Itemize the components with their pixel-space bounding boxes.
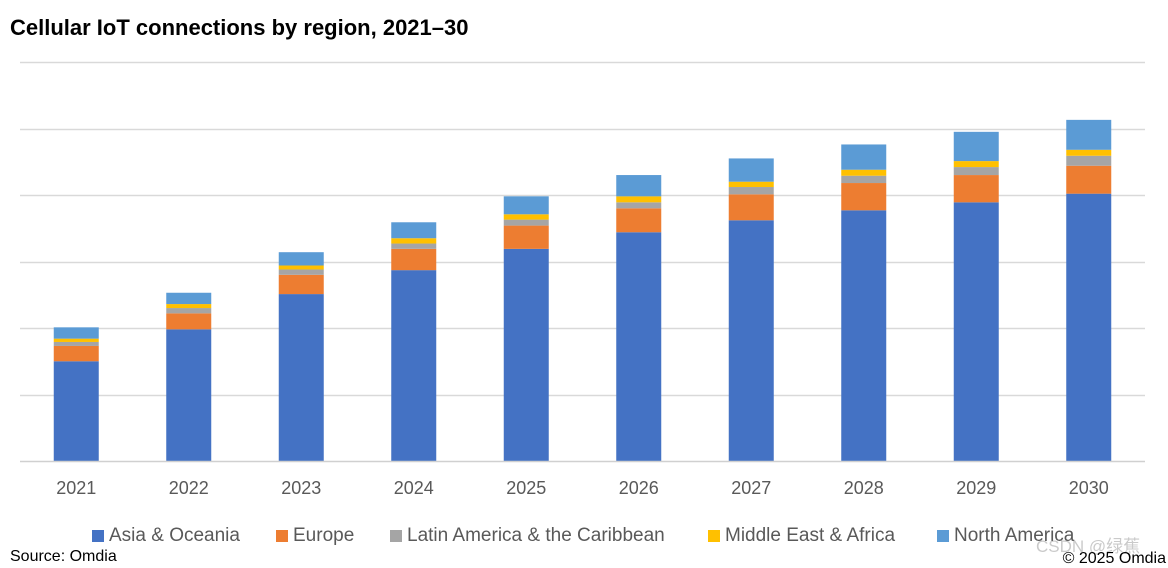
bar-segment-2021-latin-america-the-caribbean — [53, 341, 99, 346]
legend-item-middle-east-africa: Middle East & Africa — [708, 525, 895, 547]
legend-item-asia-oceania: Asia & Oceania — [92, 525, 240, 547]
x-tick-label-2021: 2021 — [56, 478, 96, 498]
legend-item-north-america: North America — [937, 525, 1074, 547]
legend-swatch-north-america — [937, 530, 949, 542]
bar-segment-2021-north-america — [53, 327, 99, 339]
legend-item-latin-america: Latin America & the Caribbean — [390, 525, 665, 547]
bar-segment-2028-middle-east-africa — [841, 169, 887, 176]
watermark: CSDN @绿蕉 — [1036, 537, 1141, 556]
bar-segment-2027-europe — [728, 194, 774, 221]
x-tick-label-2030: 2030 — [1069, 478, 1109, 498]
legend-swatch-latin-america — [390, 530, 402, 542]
x-tick-label-2029: 2029 — [956, 478, 996, 498]
bar-segment-2026-asia-oceania — [616, 232, 662, 461]
bar-segment-2026-latin-america-the-caribbean — [616, 202, 662, 209]
bar-segment-2023-europe — [278, 274, 324, 295]
legend-label-middle-east-africa: Middle East & Africa — [725, 525, 896, 546]
x-tick-label-2028: 2028 — [844, 478, 884, 498]
legend-label-latin-america: Latin America & the Caribbean — [407, 525, 665, 546]
bar-segment-2024-europe — [391, 248, 437, 271]
copyright-note: © 2025 Omdia — [1062, 550, 1166, 567]
bar-segment-2022-north-america — [166, 292, 212, 305]
bar-segment-2030-europe — [1066, 165, 1112, 194]
chart-title: Cellular IoT connections by region, 2021… — [10, 15, 469, 40]
bar-segment-2021-middle-east-africa — [53, 338, 99, 342]
bar-segment-2023-middle-east-africa — [278, 265, 324, 270]
bar-segment-2024-north-america — [391, 222, 437, 239]
x-tick-label-2024: 2024 — [394, 478, 434, 498]
bar-segment-2025-europe — [503, 225, 549, 249]
bar-segment-2024-middle-east-africa — [391, 238, 437, 244]
bar-segment-2030-asia-oceania — [1066, 193, 1112, 462]
bar-segment-2028-north-america — [841, 144, 887, 170]
bar-segment-2030-north-america — [1066, 119, 1112, 150]
bar-segment-2021-europe — [53, 345, 99, 362]
bar-segment-2027-latin-america-the-caribbean — [728, 187, 774, 195]
legend-swatch-asia-oceania — [92, 530, 104, 542]
bar-segment-2022-middle-east-africa — [166, 304, 212, 309]
bar-segment-2023-latin-america-the-caribbean — [278, 269, 324, 275]
x-tick-label-2027: 2027 — [731, 478, 771, 498]
bar-segment-2024-asia-oceania — [391, 270, 437, 461]
source-note: Source: Omdia — [10, 548, 117, 565]
bar-segment-2023-asia-oceania — [278, 294, 324, 461]
bar-segment-2022-europe — [166, 313, 212, 330]
bar-segment-2026-north-america — [616, 175, 662, 197]
bar-segment-2029-asia-oceania — [953, 202, 999, 461]
x-tick-label-2025: 2025 — [506, 478, 546, 498]
bar-segment-2022-latin-america-the-caribbean — [166, 308, 212, 314]
bar-segment-2025-north-america — [503, 196, 549, 215]
bar-segment-2026-middle-east-africa — [616, 196, 662, 203]
bar-segment-2025-middle-east-africa — [503, 214, 549, 220]
legend-label-north-america: North America — [954, 525, 1075, 546]
bar-segment-2028-asia-oceania — [841, 210, 887, 461]
bar-segment-2025-asia-oceania — [503, 248, 549, 461]
bar-segment-2029-latin-america-the-caribbean — [953, 167, 999, 176]
legend-label-asia-oceania: Asia & Oceania — [109, 525, 240, 546]
bar-segment-2027-middle-east-africa — [728, 181, 774, 188]
bar-segment-2021-asia-oceania — [53, 361, 99, 461]
bar-segment-2025-latin-america-the-caribbean — [503, 219, 549, 226]
chart-plot-area: 2021 2022 2023 2024 2025 2026 2027 2028 2029 2030 — [20, 61, 1145, 498]
legend-item-europe: Europe — [276, 525, 354, 547]
bar-segment-2027-asia-oceania — [728, 220, 774, 461]
bar-segment-2026-europe — [616, 208, 662, 233]
bar-segment-2028-europe — [841, 183, 887, 211]
legend-label-europe: Europe — [293, 525, 355, 546]
bar-segment-2029-europe — [953, 175, 999, 203]
legend-swatch-europe — [276, 530, 288, 542]
bar-segment-2024-latin-america-the-caribbean — [391, 243, 437, 249]
bar-segment-2030-latin-america-the-caribbean — [1066, 155, 1112, 166]
legend-swatch-middle-east-africa — [708, 530, 720, 542]
bar-segment-2029-north-america — [953, 131, 999, 162]
bar-segment-2023-north-america — [278, 252, 324, 266]
bar-segment-2029-middle-east-africa — [953, 161, 999, 168]
bar-segment-2027-north-america — [728, 158, 774, 182]
x-tick-label-2022: 2022 — [169, 478, 209, 498]
x-tick-label-2023: 2023 — [281, 478, 321, 498]
bar-segment-2028-latin-america-the-caribbean — [841, 175, 887, 184]
bar-segment-2030-middle-east-africa — [1066, 149, 1112, 156]
bar-segment-2022-asia-oceania — [166, 329, 212, 461]
x-tick-label-2026: 2026 — [619, 478, 659, 498]
